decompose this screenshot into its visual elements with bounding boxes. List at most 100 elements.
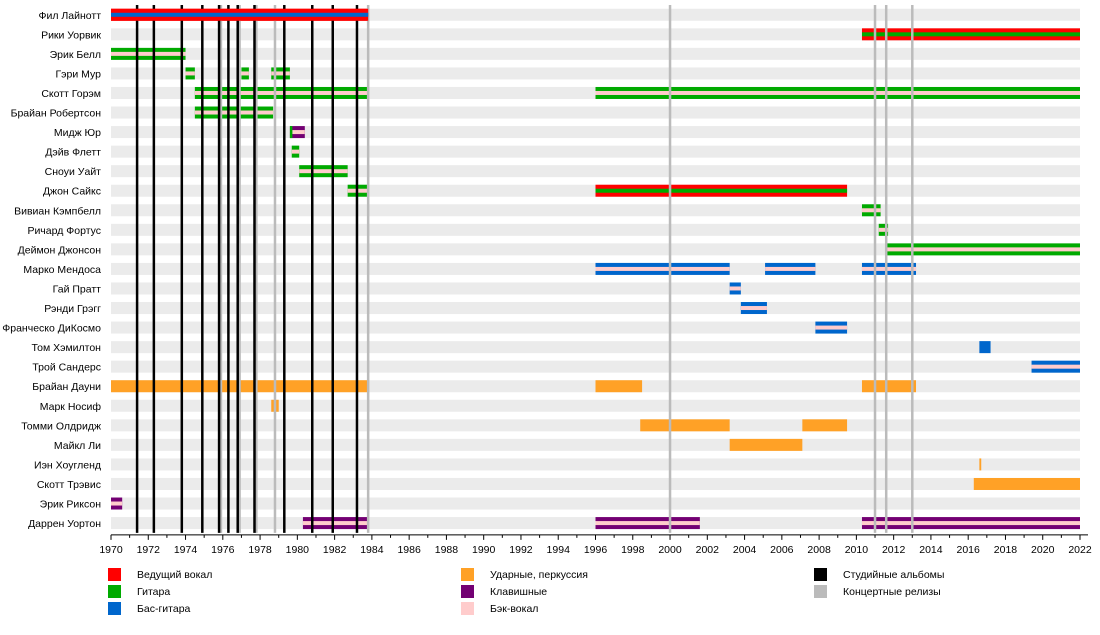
row-background xyxy=(111,126,1080,139)
member-bar-stripe-backing_vocals xyxy=(740,306,767,311)
legend-label: Гитара xyxy=(137,585,171,598)
legend-swatch xyxy=(814,568,827,581)
member-label: Гай Пратт xyxy=(53,283,102,295)
member-bar-stripe-backing_vocals xyxy=(194,90,369,95)
x-tick-label: 2020 xyxy=(1031,544,1055,556)
row-background xyxy=(111,47,1080,60)
x-tick-label: 1986 xyxy=(397,544,421,556)
x-tick-label: 1978 xyxy=(248,544,272,556)
x-tick-label: 1992 xyxy=(509,544,533,556)
member-label: Фил Лайнотт xyxy=(38,10,101,22)
legend-column-2: Ударные, перкуссия Клавишные Бэк-вокал xyxy=(461,566,588,617)
x-tick-label: 1970 xyxy=(99,544,123,556)
row-background xyxy=(111,341,1080,354)
member-label: Рики Уорвик xyxy=(41,29,101,41)
member-bar-drums xyxy=(595,380,643,393)
member-label: Иэн Хоугленд xyxy=(34,459,101,471)
member-bar-stripe-backing_vocals xyxy=(815,325,848,330)
member-bar-stripe-backing_vocals xyxy=(861,521,1080,526)
x-tick-label: 1976 xyxy=(211,544,235,556)
legend-swatch xyxy=(461,602,474,615)
member-bar-stripe-backing_vocals xyxy=(861,208,881,213)
legend-item-bass: Бас-гитара xyxy=(108,600,212,617)
legend-item-backing-vocals: Бэк-вокал xyxy=(461,600,588,617)
member-label: Эрик Белл xyxy=(50,49,101,61)
member-label: Даррен Уортон xyxy=(28,518,101,530)
x-tick-label: 1972 xyxy=(137,544,161,556)
legend-label: Клавишные xyxy=(490,585,548,598)
row-background xyxy=(111,67,1080,80)
member-bar-stripe-backing_vocals xyxy=(271,71,290,76)
legend-column-3: Студийные альбомы Концертные релизы xyxy=(814,566,944,600)
member-label: Томми Олдридж xyxy=(21,420,101,432)
row-background xyxy=(111,477,1080,490)
row-background xyxy=(111,223,1080,236)
member-label: Мидж Юр xyxy=(54,127,101,139)
x-tick-label: 2012 xyxy=(882,544,906,556)
x-tick-label: 2022 xyxy=(1068,544,1092,556)
legend-item-studio: Студийные альбомы xyxy=(814,566,944,583)
x-tick-label: 1988 xyxy=(435,544,459,556)
member-bar-bass xyxy=(979,341,991,354)
legend-item-drums: Ударные, перкуссия xyxy=(461,566,588,583)
release-lines xyxy=(111,5,914,533)
member-labels: Фил Лайнотт Рики Уорвик Эрик Белл Гэри Мур С… xyxy=(2,10,101,530)
member-bar-drums xyxy=(802,419,848,432)
member-label: Ричард Фортус xyxy=(27,225,101,237)
legend-label: Студийные альбомы xyxy=(843,568,945,581)
row-backgrounds xyxy=(111,8,1080,530)
x-tick-label: 2018 xyxy=(994,544,1018,556)
member-label: Джон Сайкс xyxy=(43,186,101,198)
member-bar-stripe-backing_vocals xyxy=(595,90,1080,95)
legend-label: Ударные, перкуссия xyxy=(490,568,588,581)
x-tick-label: 2006 xyxy=(770,544,794,556)
x-tick-label: 1998 xyxy=(621,544,645,556)
legend-swatch xyxy=(814,585,827,598)
member-bar-drums xyxy=(861,380,917,393)
member-bar-stripe-backing_vocals xyxy=(194,110,274,115)
legend-swatch xyxy=(108,585,121,598)
x-tick-label: 1974 xyxy=(174,544,198,556)
x-tick-label: 1996 xyxy=(584,544,608,556)
member-bar-stripe-backing_vocals xyxy=(886,247,1080,252)
x-tick-label: 2004 xyxy=(733,544,757,556)
x-tick-label: 1980 xyxy=(286,544,310,556)
member-bar-stripe-backing_vocals xyxy=(302,521,369,526)
legend-swatch xyxy=(461,568,474,581)
member-bar-drums xyxy=(640,419,730,432)
x-tick-label: 2000 xyxy=(658,544,682,556)
member-label: Трой Сандерс xyxy=(32,362,101,374)
x-tick-label: 1990 xyxy=(472,544,496,556)
member-bar-lead-guitar xyxy=(289,126,293,139)
legend-label: Ведущий вокал xyxy=(137,568,213,581)
legend-swatch xyxy=(108,568,121,581)
legend-item-live: Концертные релизы xyxy=(814,583,944,600)
member-bar-drums xyxy=(979,458,982,471)
member-bar-drums xyxy=(729,438,803,451)
x-tick-label: 2016 xyxy=(957,544,981,556)
legend-item-keyboards: Клавишные xyxy=(461,583,588,600)
member-label: Гэри Мур xyxy=(55,68,101,80)
member-bar-stripe-backing_vocals xyxy=(289,130,305,135)
member-bar-stripe-backing_vocals xyxy=(291,149,300,154)
row-background xyxy=(111,165,1080,178)
x-tick-label: 1994 xyxy=(547,544,571,556)
row-background xyxy=(111,282,1080,295)
member-bar-stripe-backing_vocals xyxy=(111,51,186,56)
member-bar-stripe-backing_vocals xyxy=(878,227,889,232)
legend-label: Бас-гитара xyxy=(137,602,191,615)
member-bar-stripe-backing_vocals xyxy=(729,286,741,291)
legend-label: Концертные релизы xyxy=(843,585,941,598)
member-bar-stripe-guitar xyxy=(595,188,848,193)
row-background xyxy=(111,458,1080,471)
legend-label: Бэк-вокал xyxy=(490,602,539,615)
legend-column-1: Ведущий вокал Гитара Бас-гитара xyxy=(108,566,212,617)
member-label: Сноуи Уайт xyxy=(45,166,102,178)
legend-item-lead-vocals: Ведущий вокал xyxy=(108,566,212,583)
x-tick-label: 1982 xyxy=(323,544,347,556)
row-background xyxy=(111,497,1080,510)
row-background xyxy=(111,106,1080,119)
member-bar-stripe-backing_vocals xyxy=(861,266,917,271)
member-bar-stripe-backing_vocals xyxy=(595,521,700,526)
member-bar-stripe-bass xyxy=(111,12,369,17)
